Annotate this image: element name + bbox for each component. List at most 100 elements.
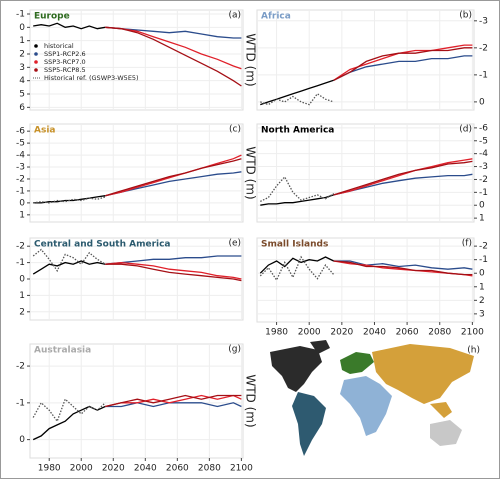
world-map: [270, 340, 474, 456]
y-tick-label: -1: [479, 70, 488, 80]
series-line: [260, 175, 335, 202]
y-tick-label: 3: [479, 309, 485, 319]
series-line: [260, 194, 334, 206]
y-tick-label: -1: [16, 10, 25, 20]
series-line: [260, 79, 334, 106]
plot-area: [256, 237, 475, 323]
se-asia-region: [430, 402, 452, 418]
panel: -2 -1 0 1 2 3 1980 2000 2020 2040 2060 2080 2100 Smal…: [256, 237, 488, 338]
panel-label: (g): [228, 345, 241, 355]
x-tick-label: 2040: [134, 464, 157, 474]
panel-label: (c): [229, 125, 241, 135]
y-tick-label: -1: [479, 255, 488, 265]
x-tick-label: 1980: [38, 464, 61, 474]
series-line: [333, 160, 473, 196]
series-line: [105, 394, 242, 408]
series-line: [32, 260, 106, 275]
y-tick-label: 1: [479, 214, 485, 224]
x-tick-label: 2060: [396, 328, 419, 338]
series-line: [333, 55, 473, 81]
legend-label: SSP5-RCP8.5: [44, 66, 86, 74]
panel-label: (e): [228, 239, 241, 249]
panel-title: Small Islands: [261, 240, 328, 250]
panel-label: (a): [228, 11, 241, 21]
panel-label: (f): [462, 239, 472, 249]
x-tick-label: 2020: [330, 328, 353, 338]
y-tick-label: 5: [19, 90, 25, 100]
asia-region: [372, 344, 474, 404]
y-tick-label: 2: [19, 50, 25, 60]
y-tick-label: -1: [16, 398, 25, 408]
series-line: [105, 158, 242, 197]
legend-swatch: [34, 52, 38, 56]
y-tick-label: 0: [479, 97, 485, 107]
panel-label: (h): [467, 346, 480, 356]
y-tick-label: 1: [479, 282, 485, 292]
panel: -2 -1 0 1980 2000 2020 2040 2060 2080 2100 Austral…: [16, 343, 258, 474]
y-tick-label: -1: [479, 188, 488, 198]
y-tick-label: -2: [16, 174, 25, 184]
south-america-region: [292, 392, 326, 456]
panel-label: (d): [459, 125, 472, 135]
y-tick-label: 0: [19, 435, 25, 445]
europe-region: [340, 352, 374, 374]
series-line: [32, 248, 106, 273]
panel: -6 -5 -4 -3-2 -1 0 1 Asia (c) WTD (m): [16, 123, 258, 223]
series-line: [333, 260, 473, 276]
greenland-region: [310, 340, 330, 354]
legend-label: SSP3-RCP7.0: [44, 58, 86, 66]
series-line: [333, 47, 473, 81]
series-line: [105, 26, 242, 87]
series-line: [105, 394, 242, 408]
series-line: [105, 261, 242, 280]
series-line: [32, 405, 106, 441]
x-tick-label: 2000: [70, 464, 93, 474]
y-tick-label: 6: [19, 103, 25, 113]
y-tick-label: -2: [16, 242, 25, 252]
legend-swatch: [34, 68, 38, 72]
series-line: [105, 263, 242, 282]
plot-area: [29, 123, 244, 223]
y-tick-label: -6: [16, 127, 25, 137]
panel-label: (b): [459, 11, 472, 21]
series-line: [33, 22, 106, 30]
x-tick-label: 2020: [102, 464, 125, 474]
panel-title: Africa: [261, 12, 291, 22]
y-axis-label: WTD (m): [244, 146, 258, 199]
y-tick-label: 4: [19, 76, 25, 86]
y-tick-label: 0: [19, 198, 25, 208]
panel-title: North America: [261, 126, 334, 136]
y-axis-label: WTD (m): [244, 374, 258, 427]
y-tick-label: 2: [19, 307, 25, 317]
panel: -3 -2 -1 0 Africa (b): [256, 9, 488, 111]
legend-label: historical: [44, 42, 74, 50]
y-tick-label: 3: [19, 63, 25, 73]
x-tick-label: 2100: [461, 328, 484, 338]
y-tick-label: -4: [479, 149, 488, 159]
panel: -1 0 1 2 3 4 5 6 Europe (a) WTD (m) historicalSSP1-…: [16, 9, 258, 113]
series-line: [260, 92, 334, 106]
y-tick-label: 0: [19, 23, 25, 33]
plot-area: [256, 123, 475, 223]
y-axis-label: WTD (m): [244, 33, 258, 86]
panel: -2 -1 0 1 2 Central and South America (e): [16, 237, 244, 321]
x-tick-label: 1980: [265, 328, 288, 338]
y-tick-label: -3: [16, 163, 25, 173]
x-tick-label: 2080: [198, 464, 221, 474]
series-line: [259, 256, 334, 274]
legend-swatch: [34, 44, 38, 48]
y-tick-label: -3: [479, 16, 488, 26]
y-tick-label: -4: [16, 151, 25, 161]
y-tick-label: 0: [479, 269, 485, 279]
y-tick-label: 0: [479, 201, 485, 211]
legend-label: Historical ref. (GSWP3-W5E5): [44, 74, 139, 82]
legend-label: SSP1-RCP2.6: [44, 50, 86, 58]
plot-area: [29, 343, 244, 459]
y-tick-label: 1: [19, 210, 25, 220]
y-tick-label: -2: [479, 242, 488, 252]
x-tick-label: 2080: [428, 328, 451, 338]
y-tick-label: -2: [479, 43, 488, 53]
y-tick-label: 1: [19, 291, 25, 301]
